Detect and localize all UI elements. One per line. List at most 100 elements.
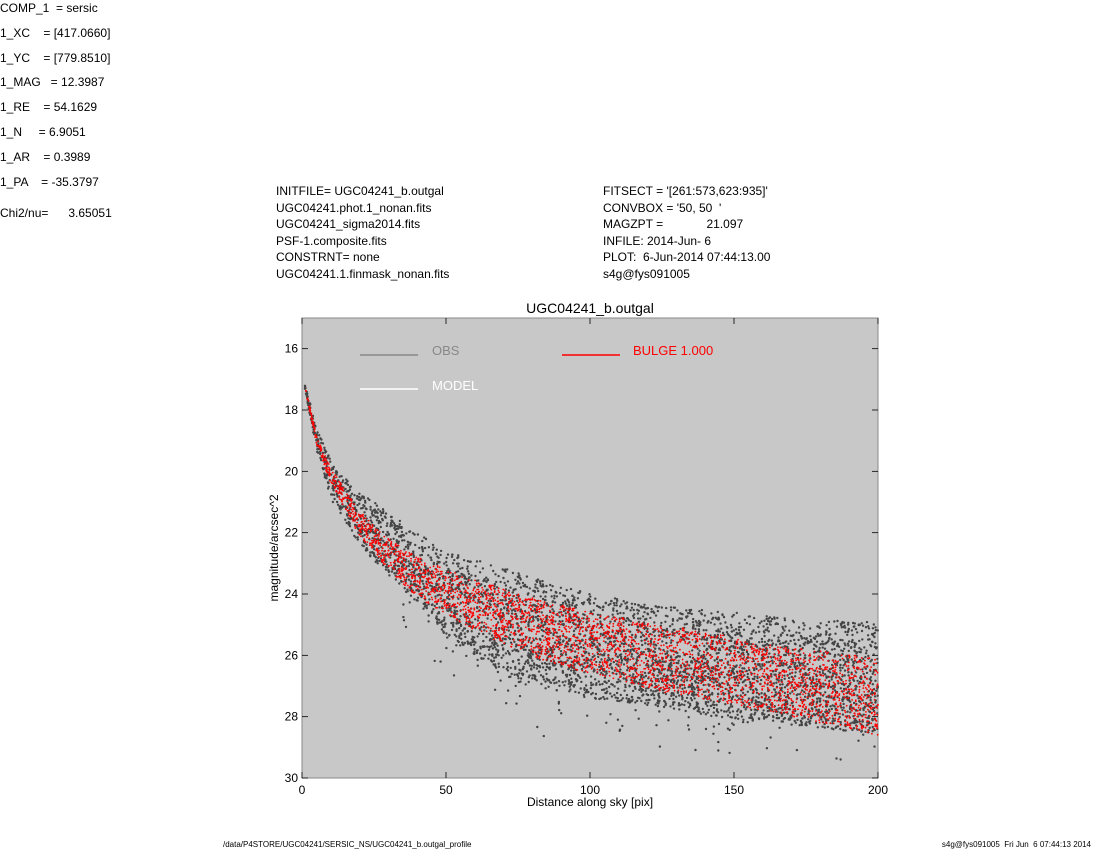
obs-point: [665, 636, 668, 639]
obs-point: [455, 635, 458, 638]
obs-point: [689, 697, 693, 700]
model-point: [864, 716, 867, 719]
model-point: [616, 639, 618, 642]
obs-point: [660, 621, 663, 625]
obs-point: [637, 604, 640, 607]
obs-point: [589, 675, 593, 678]
obs-point: [531, 674, 534, 677]
obs-point: [583, 671, 586, 674]
obs-point: [714, 679, 717, 682]
obs-point: [431, 543, 435, 547]
obs-point: [307, 402, 310, 406]
obs-point: [615, 604, 618, 607]
obs-point: [728, 711, 732, 714]
obs-point: [871, 672, 874, 675]
obs-point: [563, 594, 567, 598]
obs-point: [539, 638, 542, 642]
model-point: [606, 664, 609, 666]
obs-point: [445, 556, 448, 560]
obs-point: [421, 550, 425, 553]
obs-point: [609, 602, 612, 605]
obs-point: [841, 649, 845, 653]
obs-point: [775, 681, 778, 684]
obs-point: [664, 675, 668, 678]
obs-point: [713, 659, 716, 662]
obs-point: [633, 679, 636, 683]
obs-point: [793, 663, 796, 666]
obs-point: [626, 657, 630, 660]
obs-point: [826, 725, 830, 729]
obs-point: [769, 620, 773, 623]
obs-point: [503, 581, 506, 585]
model-point: [602, 674, 604, 676]
obs-point: [814, 721, 818, 725]
obs-point: [464, 612, 468, 616]
obs-point: [395, 531, 399, 534]
obs-point: [645, 637, 648, 640]
obs-point: [547, 685, 550, 688]
obs-point: [574, 690, 577, 694]
obs-point: [745, 650, 749, 654]
obs-point: [767, 696, 771, 699]
obs-point: [583, 662, 586, 665]
obs-point: [565, 673, 569, 676]
model-point: [871, 706, 874, 709]
obs-point: [743, 667, 746, 670]
obs-point: [588, 598, 592, 602]
obs-point: [390, 570, 394, 573]
model-point: [709, 669, 712, 672]
obs-point: [397, 540, 400, 543]
model-point: [486, 601, 489, 604]
obs-point: [690, 661, 693, 664]
obs-point: [598, 665, 601, 669]
obs-point: [770, 617, 774, 621]
obs-point: [857, 623, 861, 626]
obs-point: [377, 521, 380, 525]
obs-point: [754, 699, 757, 702]
obs-point: [692, 707, 696, 710]
model-point: [859, 668, 862, 671]
model-point: [584, 667, 587, 669]
obs-point: [561, 601, 565, 604]
obs-point: [781, 631, 784, 635]
obs-point: [458, 636, 461, 639]
obs-point: [356, 538, 359, 541]
obs-point: [768, 709, 771, 712]
obs-point: [454, 612, 457, 616]
obs-point: [595, 660, 598, 664]
model-point: [799, 673, 802, 676]
model-point: [385, 541, 388, 543]
obs-point: [689, 704, 692, 707]
obs-point: [821, 640, 824, 643]
obs-point: [479, 560, 482, 563]
obs-point: [542, 675, 545, 678]
obs-point: [488, 646, 491, 649]
model-point: [618, 661, 621, 664]
obs-point: [763, 713, 766, 716]
model-point: [866, 688, 868, 691]
obs-point: [486, 588, 489, 591]
header-line: UGC04241.phot.1_nonan.fits: [276, 200, 432, 215]
obs-point: [815, 697, 819, 700]
obs-point: [336, 503, 340, 506]
obs-point: [803, 716, 806, 719]
obs-point: [865, 649, 868, 652]
obs-point: [557, 680, 561, 683]
model-point: [816, 670, 819, 673]
model-point: [630, 681, 633, 684]
obs-point: [649, 641, 653, 644]
model-point: [521, 643, 523, 646]
obs-point: [856, 694, 859, 697]
obs-point: [834, 632, 837, 635]
obs-point: [425, 606, 428, 610]
obs-point: [714, 714, 718, 717]
obs-point: [468, 583, 471, 586]
obs-point: [591, 644, 594, 647]
obs-point: [564, 602, 568, 605]
obs-point: [391, 524, 394, 527]
obs-point: [546, 604, 550, 607]
obs-point: [756, 663, 760, 666]
obs-point: [501, 647, 505, 650]
model-point: [529, 617, 531, 620]
obs-point: [389, 515, 393, 519]
